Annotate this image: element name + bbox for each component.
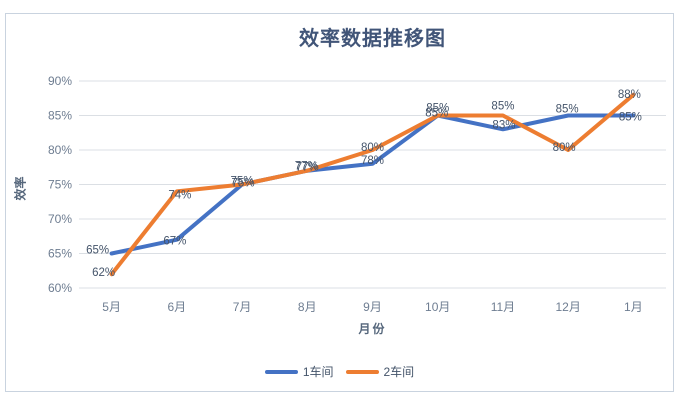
x-tick-2: 6月 <box>167 300 186 314</box>
y-tick-70: 70% <box>48 212 72 226</box>
series2-line-swatch <box>345 369 379 374</box>
data-label-s2-3: 75% <box>231 176 254 188</box>
y-tick-90: 90% <box>48 74 72 88</box>
data-label-s1-8: 85% <box>556 104 579 116</box>
x-tick-4: 8月 <box>298 300 317 314</box>
data-label-s1-6: 85% <box>425 108 448 120</box>
series1-line-swatch <box>264 369 298 374</box>
data-label-s1-3: 75% <box>232 178 255 190</box>
series-line-1 <box>109 113 636 256</box>
x-tick-1: 5月 <box>102 300 121 314</box>
x-tick-8: 12月 <box>555 300 580 314</box>
x-axis-title: 月份 <box>358 322 387 336</box>
data-label-s1-9: 85% <box>619 112 642 124</box>
chart-frame[interactable]: 效率数据推移图 60% 65% 70% 75% 80% 85% 90% 5月 6月 7月 8月 9月 1… <box>5 13 674 392</box>
y-axis-title: 效率 <box>13 176 28 201</box>
data-label-s2-7: 85% <box>491 101 514 113</box>
legend-label-series1: 1车间 <box>302 365 334 379</box>
data-label-s1-2: 67% <box>163 236 186 248</box>
data-label-s1-5: 78% <box>361 155 384 167</box>
x-tick-7: 11月 <box>491 300 515 314</box>
data-label-s2-9: 88% <box>618 89 641 101</box>
x-tick-5: 9月 <box>363 300 382 314</box>
data-label-s2-2: 74% <box>168 189 191 201</box>
y-tick-80: 80% <box>48 143 72 157</box>
data-label-s1-4: 77% <box>296 162 319 174</box>
plot-area: 60% 65% 70% 75% 80% 85% 90% 5月 6月 7月 8月 9月 10月 11月 12月… <box>48 74 666 314</box>
data-label-s2-1: 62% <box>92 267 115 279</box>
data-label-s1-1: 65% <box>86 245 109 257</box>
series-line-2 <box>109 92 636 277</box>
legend-item-series1: 1车间 <box>264 363 334 380</box>
chart-title: 效率数据推移图 <box>299 28 446 50</box>
y-tick-75: 75% <box>48 178 72 192</box>
data-label-s2-4: 77% <box>295 161 318 173</box>
legend-item-series2: 2车间 <box>345 363 415 380</box>
data-label-s2-6: 85% <box>426 103 449 115</box>
data-label-s2-8: 80% <box>553 142 576 154</box>
y-tick-65: 65% <box>48 247 72 261</box>
legend-label-series2: 2车间 <box>383 365 415 379</box>
x-tick-6: 10月 <box>425 300 450 314</box>
x-tick-9: 1月 <box>624 300 643 314</box>
x-tick-3: 7月 <box>233 300 252 314</box>
legend: 1车间 2车间 <box>6 363 673 380</box>
y-tick-60: 60% <box>48 281 72 295</box>
data-label-s2-5: 80% <box>361 142 384 154</box>
data-label-s1-7: 83% <box>492 119 515 131</box>
y-tick-85: 85% <box>48 109 72 123</box>
